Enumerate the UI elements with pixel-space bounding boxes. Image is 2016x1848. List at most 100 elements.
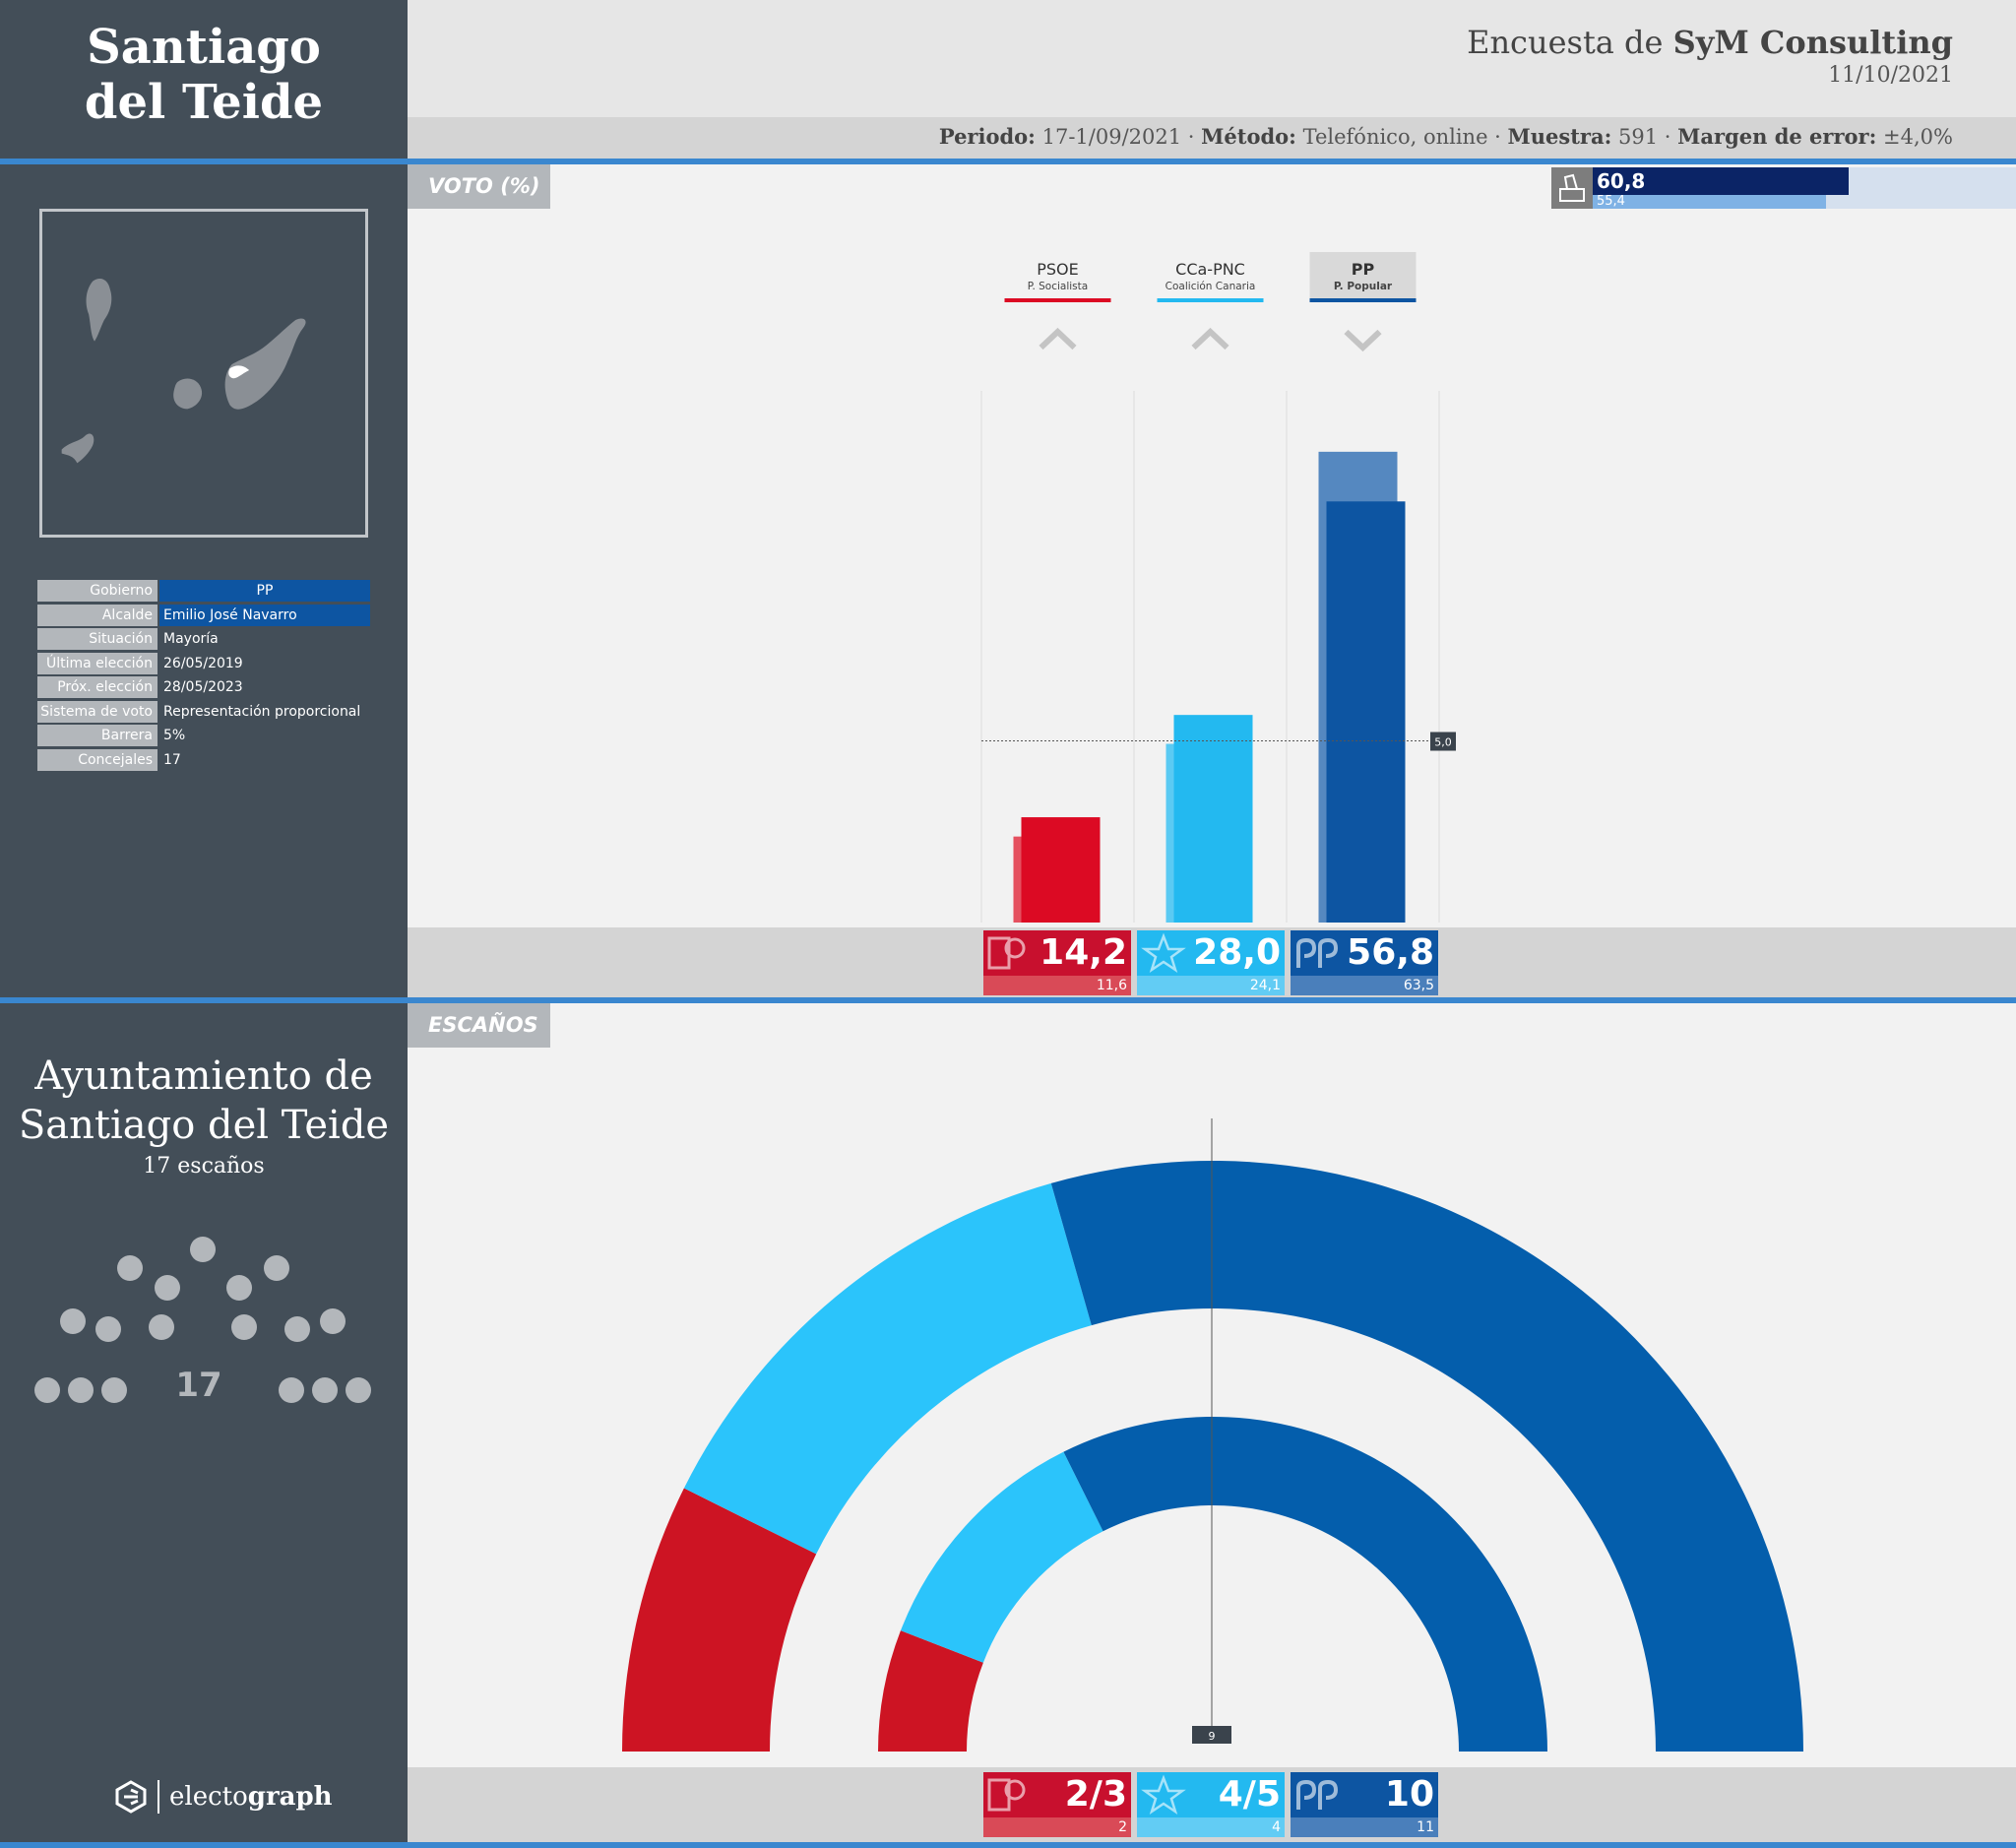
trend-up-icon bbox=[1039, 327, 1077, 350]
seat-dot bbox=[34, 1377, 60, 1403]
info-value: Representación proporcional bbox=[163, 703, 361, 720]
info-row: Próx. elección 28/05/2023 bbox=[37, 676, 370, 701]
threshold-label: 5,0 bbox=[1434, 736, 1452, 749]
seat-dot bbox=[95, 1316, 121, 1342]
seat-value: 2/3 bbox=[1064, 1774, 1127, 1815]
bar-current-psoe bbox=[1021, 817, 1101, 923]
seat-value: 10 bbox=[1384, 1774, 1434, 1815]
seat-box-bottom bbox=[1137, 1817, 1285, 1837]
vote-value: 28,0 bbox=[1193, 932, 1281, 973]
logo-text: electograph bbox=[158, 1780, 333, 1814]
info-row: Gobierno PP bbox=[37, 580, 370, 605]
info-value: Emilio José Navarro bbox=[159, 604, 370, 626]
majority-label: 9 bbox=[1209, 1730, 1216, 1743]
info-value: 28/05/2023 bbox=[163, 679, 243, 695]
info-key: Gobierno bbox=[37, 580, 158, 602]
canary-islands-map-icon bbox=[61, 278, 306, 464]
seat-dot bbox=[149, 1314, 174, 1340]
vote-box-bottom bbox=[1291, 976, 1438, 995]
vote-section-tag: VOTO (%) bbox=[408, 164, 550, 209]
seat-dot bbox=[190, 1237, 216, 1262]
party-logo-icon bbox=[985, 1774, 1035, 1816]
info-value: Mayoría bbox=[163, 631, 219, 647]
seat-dots: 17 bbox=[0, 1221, 408, 1418]
vote-box-top bbox=[1137, 930, 1285, 976]
turnout-previous-value: 55,4 bbox=[1597, 194, 1625, 209]
vote-box-cca-pnc: 28,0 24,1 bbox=[1137, 930, 1285, 997]
city-title-line1: Santiago bbox=[87, 20, 321, 75]
party-logo-icon bbox=[1292, 932, 1342, 974]
seat-dot bbox=[226, 1275, 252, 1301]
seat-arc-current-psoe bbox=[622, 1488, 817, 1752]
vote-bar-chart: PSOE P. Socialista CCa-PNC Coalición Canari… bbox=[980, 252, 1456, 923]
info-key: Alcalde bbox=[37, 604, 158, 626]
seat-dots-diagram: 17 bbox=[34, 1237, 371, 1405]
divider-band-middle bbox=[0, 997, 2016, 1003]
electograph-logo-icon bbox=[115, 1780, 147, 1814]
vote-box-top bbox=[1291, 930, 1438, 976]
party-label-underline bbox=[1004, 298, 1111, 302]
seat-previous-value: 11 bbox=[1417, 1819, 1434, 1835]
vote-previous-value: 24,1 bbox=[1249, 978, 1281, 993]
seats-panel: 9 ESCAÑOS 2/3 2 4/5 4 10 11 bbox=[408, 1003, 2016, 1842]
pollster-title: Encuesta de SyM Consulting bbox=[1467, 24, 1953, 61]
seat-arc-previous-pp bbox=[1063, 1417, 1547, 1752]
turnout-current-bar: 60,8 bbox=[1593, 167, 1849, 195]
party-logo-icon bbox=[985, 932, 1035, 974]
seat-dot bbox=[279, 1377, 304, 1403]
info-table: Gobierno PP Alcalde Emilio José Navarro Situ… bbox=[37, 580, 370, 773]
party-label-highlight bbox=[1309, 252, 1417, 301]
seat-dot bbox=[101, 1377, 127, 1403]
party-label-underline bbox=[1157, 298, 1264, 302]
seats-section-tag: ESCAÑOS bbox=[408, 1003, 550, 1048]
seat-box-top bbox=[1137, 1772, 1285, 1817]
vote-box-bottom bbox=[983, 976, 1131, 995]
info-value: 26/05/2019 bbox=[163, 655, 243, 671]
seat-arc-previous-psoe bbox=[878, 1630, 983, 1752]
party-label-name: PSOE bbox=[1037, 260, 1079, 279]
seat-previous-value: 4 bbox=[1272, 1819, 1281, 1835]
info-row: Última elección 26/05/2019 bbox=[37, 652, 370, 677]
poll-date: 11/10/2021 bbox=[1828, 63, 1953, 88]
council-title-line1: Ayuntamiento de bbox=[34, 1053, 373, 1099]
periodo-label: Periodo: bbox=[938, 124, 1036, 149]
info-row: Alcalde Emilio José Navarro bbox=[37, 604, 370, 629]
seat-total-label: 17 bbox=[175, 1366, 221, 1405]
ballot-box-icon bbox=[1551, 167, 1593, 209]
electograph-logo: electograph bbox=[114, 1780, 333, 1814]
party-label-name: PP bbox=[1352, 260, 1375, 279]
seat-box-cca-pnc: 4/5 4 bbox=[1137, 1772, 1285, 1839]
seat-dot bbox=[68, 1377, 94, 1403]
party-label-fullname: Coalición Canaria bbox=[1166, 281, 1256, 292]
party-label-fullname: P. Popular bbox=[1334, 281, 1393, 292]
council-title-line2: Santiago del Teide bbox=[18, 1103, 390, 1148]
margen-label: Margen de error: bbox=[1677, 124, 1877, 149]
seat-dot bbox=[320, 1308, 346, 1334]
trend-up-icon bbox=[1191, 327, 1229, 350]
vote-previous-value: 63,5 bbox=[1403, 978, 1434, 993]
metodo-value: Telefónico, online · bbox=[1295, 125, 1508, 149]
info-value: 5% bbox=[163, 728, 186, 743]
seat-dot bbox=[231, 1314, 257, 1340]
party-label-underline bbox=[1309, 298, 1417, 302]
council-title: Ayuntamiento de Santiago del Teide bbox=[0, 1051, 408, 1150]
info-key: Concejales bbox=[37, 748, 158, 771]
seat-previous-value: 2 bbox=[1118, 1819, 1127, 1835]
location-map bbox=[39, 209, 368, 538]
seat-dot bbox=[117, 1255, 143, 1281]
info-value: 17 bbox=[163, 751, 181, 768]
muestra-value: 591 · bbox=[1611, 125, 1678, 149]
vote-value: 56,8 bbox=[1347, 932, 1434, 973]
seat-dot bbox=[284, 1316, 310, 1342]
seat-arc-current-cca-pnc bbox=[683, 1182, 1092, 1555]
vote-box-bottom bbox=[1137, 976, 1285, 995]
turnout-previous-bar: 55,4 bbox=[1593, 195, 1826, 209]
seat-dot bbox=[346, 1377, 371, 1403]
seat-box-top bbox=[1291, 1772, 1438, 1817]
trend-down-icon bbox=[1344, 329, 1382, 352]
threshold-badge bbox=[1430, 732, 1456, 751]
seat-arc-previous-cca-pnc bbox=[900, 1451, 1103, 1663]
council-subtitle: 17 escaños bbox=[143, 1154, 265, 1179]
sidebar: Santiago del Teide Gobierno PP Alcalde Emil… bbox=[0, 0, 408, 1848]
seat-arc-current-pp bbox=[1050, 1161, 1803, 1752]
